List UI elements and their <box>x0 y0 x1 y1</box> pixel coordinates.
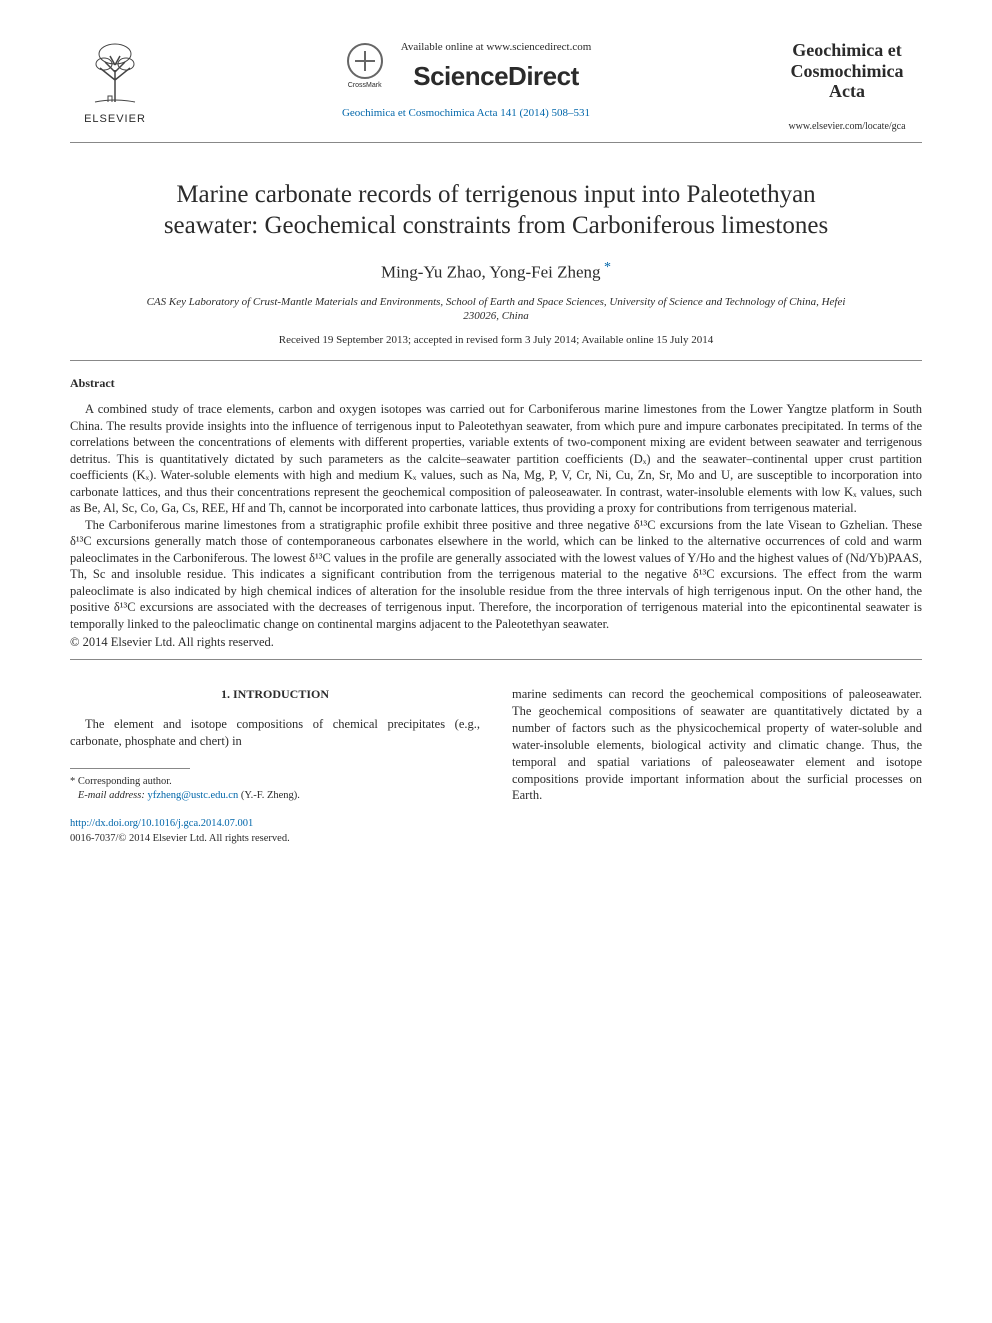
journal-title-block: Geochimica et Cosmochimica Acta www.else… <box>772 40 922 134</box>
journal-citation-link[interactable]: Geochimica et Cosmochimica Acta 141 (201… <box>342 106 590 121</box>
available-online-wrapper: Available online at www.sciencedirect.co… <box>401 40 592 94</box>
doi-block: http://dx.doi.org/10.1016/j.gca.2014.07.… <box>70 817 480 845</box>
corresponding-author-footnote: * Corresponding author. E-mail address: … <box>70 775 480 803</box>
author-affiliation: CAS Key Laboratory of Crust-Mantle Mater… <box>130 295 862 324</box>
journal-name-line3: Acta <box>772 81 922 102</box>
abstract-paragraph-1: A combined study of trace elements, carb… <box>70 401 922 517</box>
abstract-copyright: © 2014 Elsevier Ltd. All rights reserved… <box>70 634 922 651</box>
divider-bottom <box>70 659 922 660</box>
footnote-divider <box>70 768 190 769</box>
journal-name-line2: Cosmochimica <box>772 61 922 82</box>
email-line: E-mail address: yfzheng@ustc.edu.cn (Y.-… <box>70 789 480 803</box>
body-columns: 1. INTRODUCTION The element and isotope … <box>70 686 922 846</box>
right-column: marine sediments can record the geochemi… <box>512 686 922 846</box>
journal-name-line1: Geochimica et <box>772 40 922 61</box>
author-list: Ming-Yu Zhao, Yong-Fei Zheng * <box>70 259 922 285</box>
author-names: Ming-Yu Zhao, Yong-Fei Zheng <box>381 263 601 282</box>
corresponding-star-icon[interactable]: * <box>601 260 612 275</box>
abstract-heading: Abstract <box>70 375 922 391</box>
abstract-paragraph-2: The Carboniferous marine limestones from… <box>70 517 922 633</box>
abstract-body: A combined study of trace elements, carb… <box>70 401 922 632</box>
available-online-text: Available online at www.sciencedirect.co… <box>401 40 592 55</box>
elsevier-logo-block: ELSEVIER <box>70 40 160 127</box>
crossmark-icon <box>347 43 383 79</box>
crossmark-label: CrossMark <box>348 81 382 90</box>
section-1-heading: 1. INTRODUCTION <box>70 686 480 702</box>
crossmark-and-online: CrossMark Available online at www.scienc… <box>341 40 592 94</box>
header-center: CrossMark Available online at www.scienc… <box>180 40 752 121</box>
elsevier-label: ELSEVIER <box>84 112 146 127</box>
issn-copyright: 0016-7037/© 2014 Elsevier Ltd. All right… <box>70 832 480 846</box>
left-column: 1. INTRODUCTION The element and isotope … <box>70 686 480 846</box>
intro-text-left: The element and isotope compositions of … <box>70 716 480 750</box>
sciencedirect-logo[interactable]: ScienceDirect <box>401 59 592 94</box>
elsevier-tree-icon <box>80 40 150 110</box>
article-title: Marine carbonate records of terrigenous … <box>130 179 862 242</box>
article-dates: Received 19 September 2013; accepted in … <box>70 333 922 348</box>
journal-header: ELSEVIER CrossMark Available online at w… <box>70 40 922 143</box>
email-address-label: E-mail address: <box>78 790 145 801</box>
journal-homepage-url[interactable]: www.elsevier.com/locate/gca <box>772 120 922 134</box>
author-email-link[interactable]: yfzheng@ustc.edu.cn <box>147 790 238 801</box>
intro-text-right: marine sediments can record the geochemi… <box>512 686 922 804</box>
divider-top <box>70 360 922 361</box>
crossmark-badge[interactable]: CrossMark <box>341 43 389 90</box>
doi-link[interactable]: http://dx.doi.org/10.1016/j.gca.2014.07.… <box>70 817 480 831</box>
corresponding-label: * Corresponding author. <box>70 775 480 789</box>
email-attribution: (Y.-F. Zheng). <box>241 790 300 801</box>
